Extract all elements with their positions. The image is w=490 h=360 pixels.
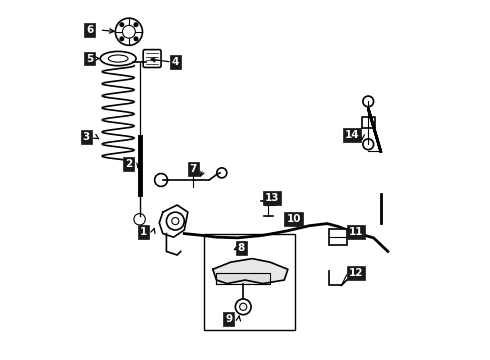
Text: 3: 3 <box>82 132 90 142</box>
Text: 5: 5 <box>86 54 93 64</box>
Circle shape <box>120 23 123 27</box>
Text: 14: 14 <box>345 130 360 140</box>
Text: 11: 11 <box>348 227 363 237</box>
Text: 4: 4 <box>172 57 179 67</box>
Bar <box>329 229 347 245</box>
Text: 9: 9 <box>225 314 232 324</box>
Polygon shape <box>217 273 270 284</box>
Circle shape <box>120 37 123 41</box>
Circle shape <box>134 37 138 41</box>
Text: 12: 12 <box>348 268 363 278</box>
Text: 7: 7 <box>190 164 197 174</box>
Text: 10: 10 <box>286 214 301 224</box>
Text: 6: 6 <box>86 25 93 35</box>
Text: 13: 13 <box>265 193 279 203</box>
Text: 8: 8 <box>238 243 245 253</box>
Text: 1: 1 <box>140 227 147 237</box>
Text: 2: 2 <box>125 159 132 169</box>
Polygon shape <box>213 258 288 284</box>
Bar <box>204 234 295 330</box>
Circle shape <box>134 23 138 27</box>
